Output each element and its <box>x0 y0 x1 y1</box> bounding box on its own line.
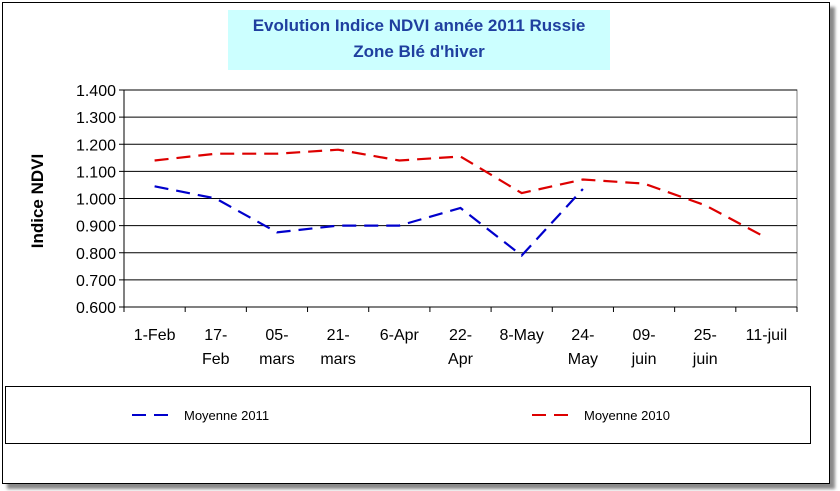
legend-line-2011-icon <box>132 414 176 416</box>
y-tick-label: 0.600 <box>76 300 116 317</box>
x-tick-label: 21- <box>327 327 350 344</box>
y-tick-label: 0.800 <box>76 246 116 263</box>
legend-item-2011: Moyenne 2011 <box>130 407 269 423</box>
series-line-0 <box>154 185 584 257</box>
y-tick-label: 1.100 <box>76 164 116 181</box>
chart-title: Evolution Indice NDVI année 2011 Russie <box>252 16 586 35</box>
x-tick-label: 05- <box>265 327 288 344</box>
legend-label-2011: Moyenne 2011 <box>184 407 270 423</box>
y-tick-label: 1.000 <box>76 192 116 209</box>
x-tick-label: juin <box>631 351 657 368</box>
x-tick-label: 8-May <box>499 327 543 344</box>
x-tick-label: Apr <box>448 351 474 368</box>
x-tick-label: mars <box>259 351 295 368</box>
x-tick-label: May <box>568 351 598 368</box>
x-tick-label: 17- <box>204 327 227 344</box>
x-tick-label: mars <box>320 351 356 368</box>
x-tick-label: 11-juil <box>746 327 788 344</box>
x-tick-label: 25- <box>694 327 717 344</box>
chart-title-box: Evolution Indice NDVI année 2011 Russie … <box>228 10 610 70</box>
legend: Moyenne 2011 Moyenne 2010 <box>5 386 811 444</box>
y-tick-label: 1.300 <box>76 110 116 127</box>
y-tick-label: 1.400 <box>76 83 116 100</box>
x-tick-label: juin <box>692 351 718 368</box>
legend-line-2010-icon <box>532 414 576 416</box>
legend-item-2010: Moyenne 2010 <box>530 407 670 423</box>
y-tick-label: 0.700 <box>76 273 116 290</box>
x-tick-label: Feb <box>202 351 230 368</box>
y-tick-label: 1.200 <box>76 137 116 154</box>
x-tick-label: 09- <box>632 327 655 344</box>
x-tick-label: 24- <box>571 327 594 344</box>
x-tick-label: 1-Feb <box>134 327 176 344</box>
chart-subtitle: Zone Blé d'hiver <box>353 42 485 61</box>
x-tick-label: 6-Apr <box>380 327 420 344</box>
x-tick-label: 22- <box>449 327 472 344</box>
legend-label-2010: Moyenne 2010 <box>584 407 671 423</box>
y-tick-label: 0.900 <box>76 219 116 236</box>
